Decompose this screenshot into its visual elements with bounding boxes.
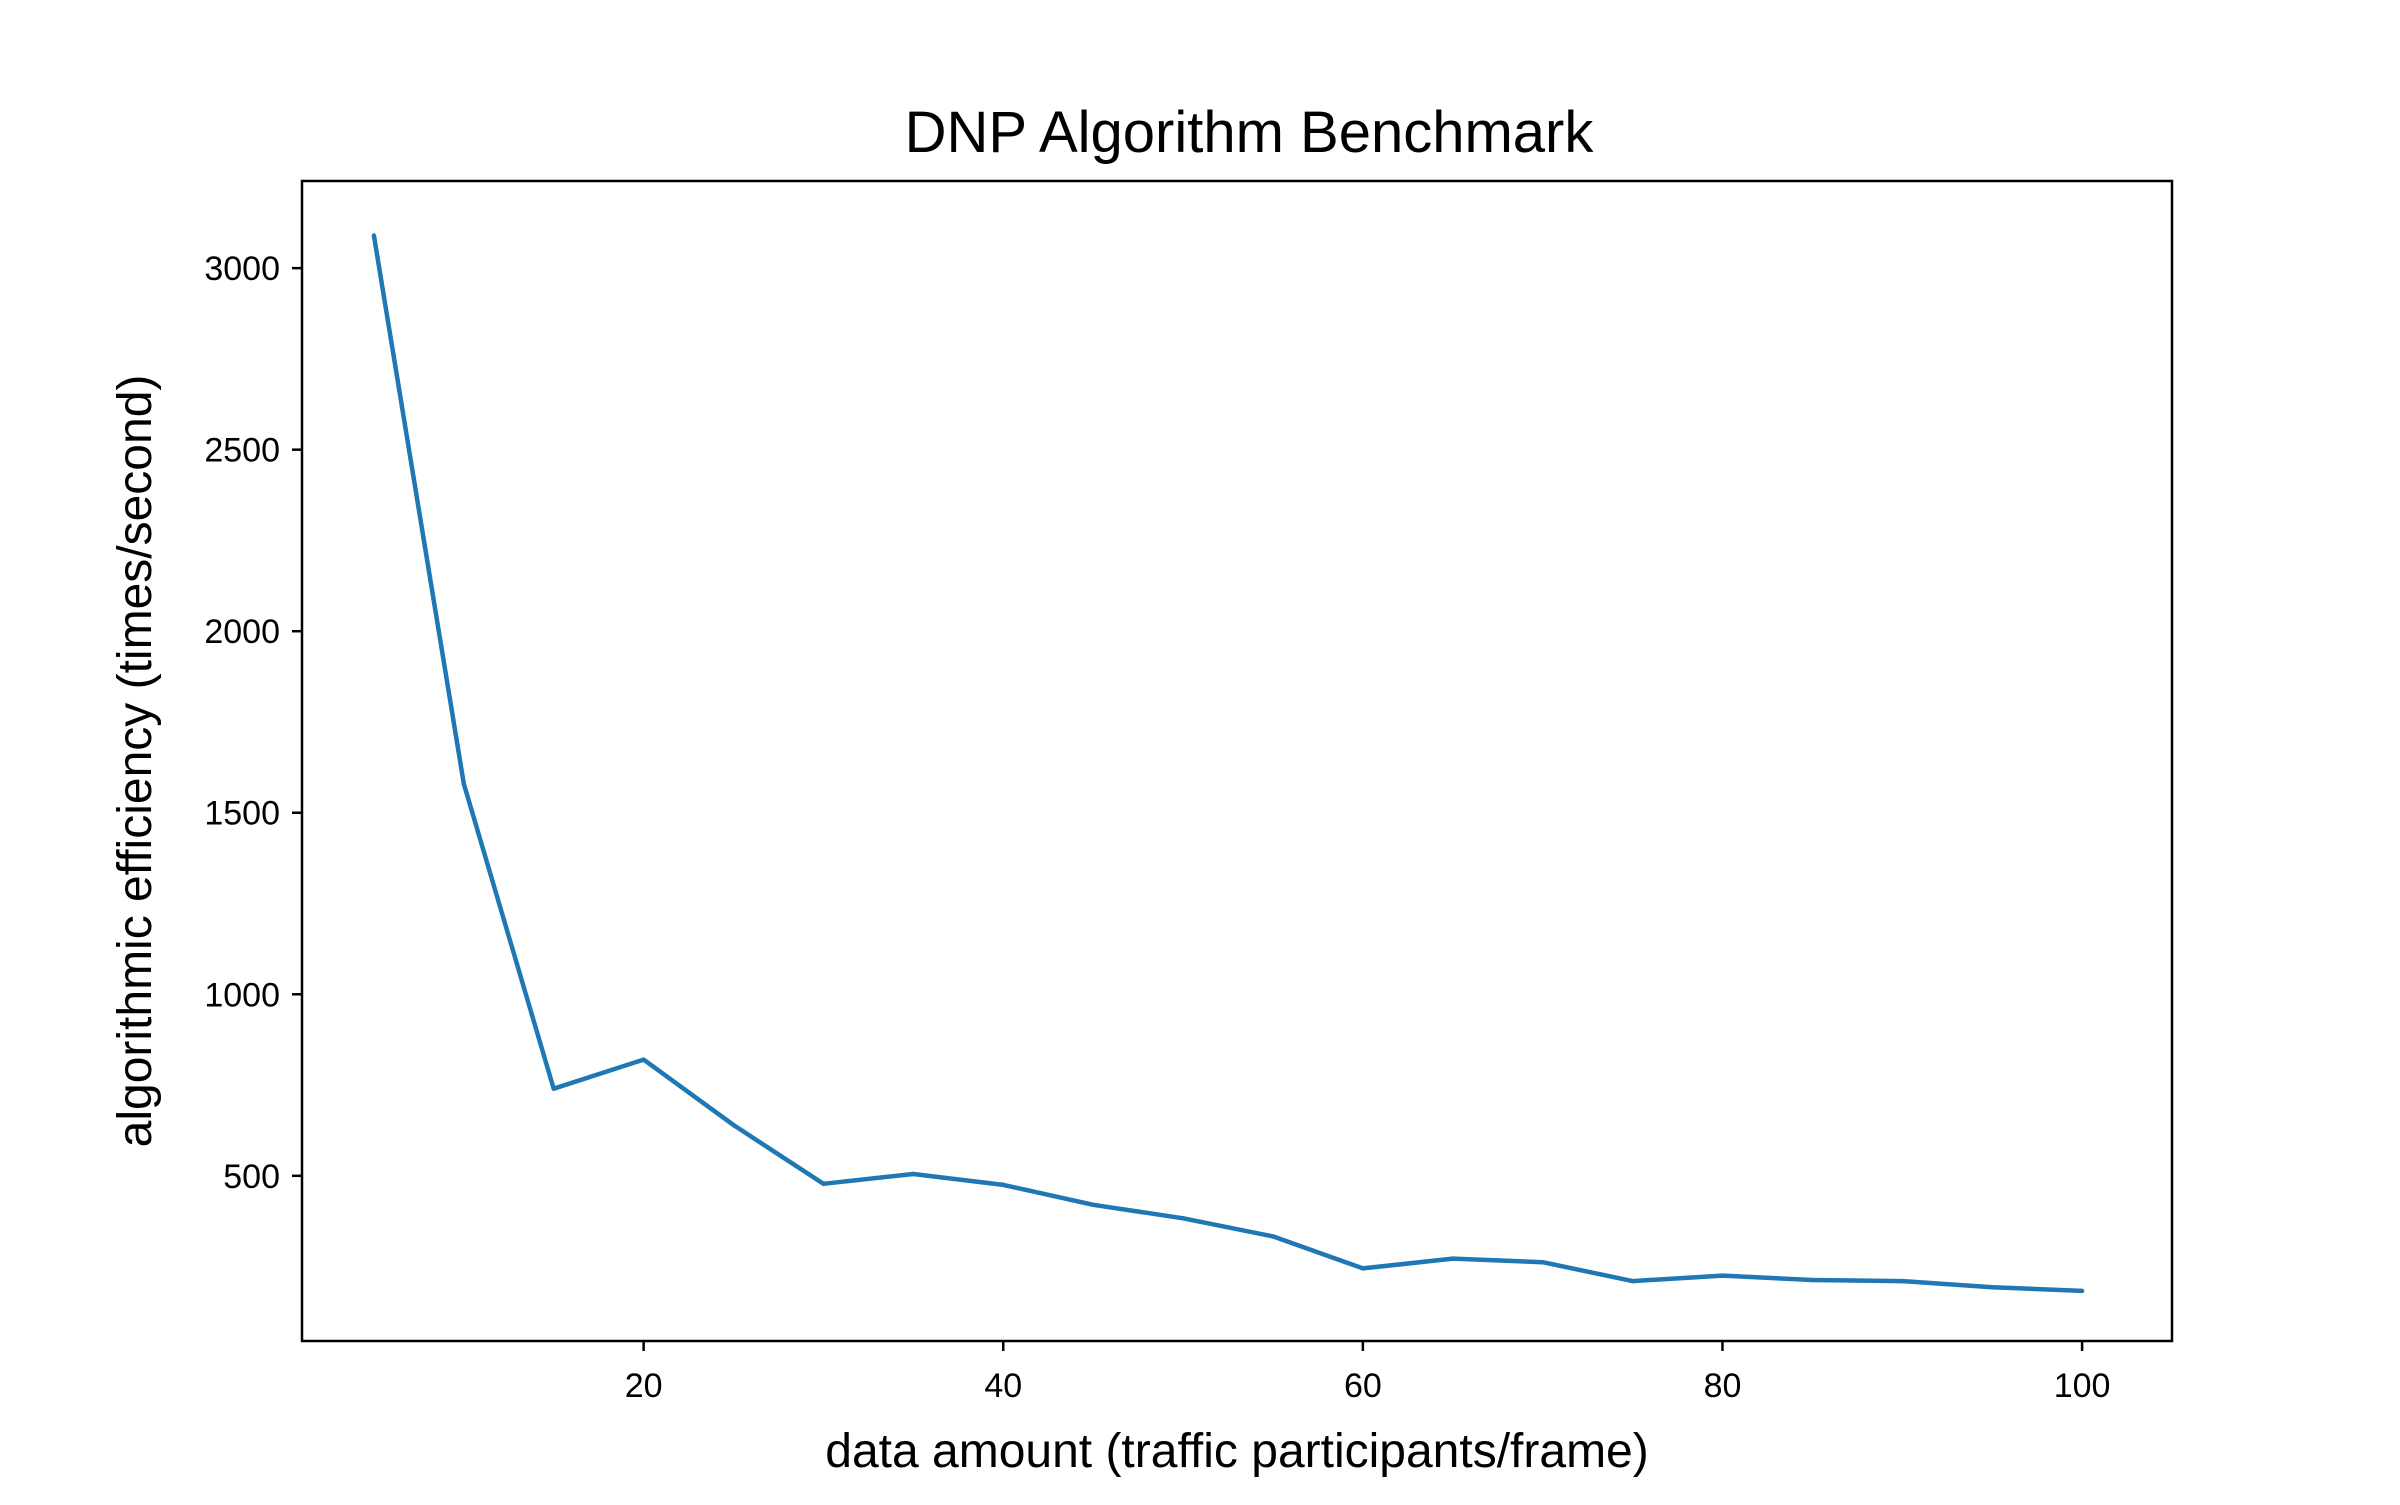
data-point [1001,1182,1006,1188]
data-point [1270,1234,1276,1239]
plot-frame [300,179,2174,1343]
x-axis-label: data amount (traffic participants/frame) [825,1425,1648,1478]
data-point [641,1057,646,1062]
x-axis: 20 40 60 80 100 [625,1341,2111,1405]
x-tick-label: 60 [1344,1367,1382,1405]
chart-title: DNP Algorithm Benchmark [905,100,1595,165]
data-point [1630,1278,1635,1284]
data-point [461,781,467,786]
data-point [1090,1202,1096,1208]
data-point [1180,1216,1186,1221]
y-axis-label: algorithmic efficiency (times/second) [109,375,162,1148]
data-point [1360,1266,1366,1271]
data-point [911,1171,916,1177]
y-tick-label: 500 [223,1158,280,1196]
y-tick-label: 2500 [204,432,280,470]
data-point [2079,1288,2085,1294]
data-point [1540,1260,1545,1265]
x-tick-label: 80 [1704,1367,1742,1405]
data-point [371,233,377,238]
data-point [1900,1278,1905,1284]
data-point [1810,1277,1815,1283]
data-point [731,1122,736,1128]
plot-area [371,233,2085,1294]
y-tick-label: 1500 [204,795,280,833]
x-tick-label: 100 [2054,1367,2111,1405]
y-tick-label: 3000 [204,250,280,288]
data-point [1450,1256,1455,1261]
data-point [551,1086,556,1091]
y-tick-label: 1000 [204,976,280,1014]
x-tick-label: 20 [625,1367,663,1405]
series-line [371,235,2083,1294]
data-point [1720,1273,1725,1278]
y-axis: 500 1000 1500 2000 2500 3000 [204,250,302,1196]
x-tick-label: 40 [984,1367,1022,1405]
y-tick-label: 2000 [204,613,280,651]
data-point [821,1181,826,1186]
data-point [1989,1285,1995,1290]
